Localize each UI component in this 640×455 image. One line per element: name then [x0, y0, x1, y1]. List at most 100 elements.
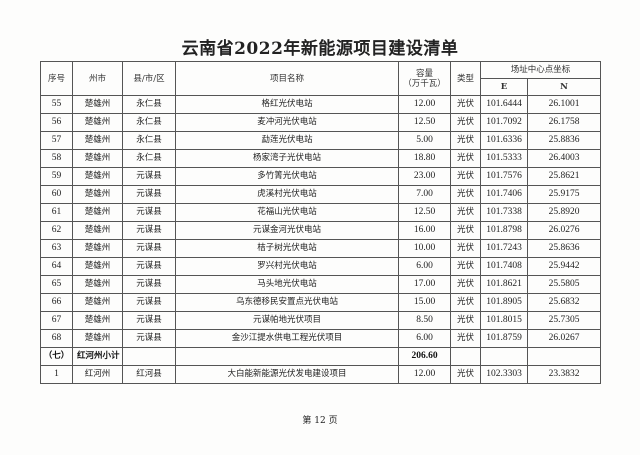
empty-cell — [175, 347, 399, 366]
empty-cell — [526, 347, 602, 366]
table-row: 68 楚雄州 元谋县 金沙江提水供电工程光伏项目 6.00 光伏 101.8759 26.02… — [40, 329, 602, 348]
cell-seq: 58 — [40, 149, 73, 168]
header-e: E — [480, 78, 528, 96]
cell-seq: 56 — [40, 113, 73, 132]
header-type: 类型 — [450, 61, 481, 96]
cell-e: 101.5333 — [480, 149, 528, 168]
cell-n: 23.3832 — [526, 365, 602, 384]
cell-county: 元谋县 — [122, 167, 176, 186]
cell-cap: 12.50 — [398, 203, 451, 222]
cell-n: 25.8920 — [526, 203, 602, 222]
table-row: 61 楚雄州 元谋县 花福山光伏电站 12.50 光伏 101.7338 25.8920 — [40, 203, 602, 222]
cell-e: 102.3303 — [480, 365, 528, 384]
header-coords: 场址中心点坐标 — [479, 61, 602, 79]
cell-cap: 12.00 — [398, 365, 451, 384]
cell-n: 26.1001 — [526, 95, 602, 114]
cell-n: 26.4003 — [526, 149, 602, 168]
cell-pref: 楚雄州 — [72, 185, 123, 204]
cell-county: 元谋县 — [122, 311, 176, 330]
table-row: 60 楚雄州 元谋县 虎溪村光伏电站 7.00 光伏 101.7406 25.9175 — [40, 185, 602, 204]
cell-county: 元谋县 — [122, 257, 176, 276]
cell-name: 大白能新能源光伏发电建设项目 — [175, 365, 399, 384]
header-row: 序号 州市 县/市/区 项目名称 容量 （万千瓦） 类型 场址中心点坐标 — [40, 61, 602, 96]
cell-e: 101.8015 — [480, 311, 528, 330]
cell-n: 25.9442 — [526, 257, 602, 276]
table-row: 58 楚雄州 永仁县 杨家湾子光伏电站 18.80 光伏 101.5333 26.4003 — [40, 149, 602, 168]
cell-n: 25.8621 — [526, 167, 602, 186]
cell-cap: 23.00 — [398, 167, 451, 186]
cell-seq: 68 — [40, 329, 73, 348]
table-row: 65 楚雄州 元谋县 马头地光伏电站 17.00 光伏 101.8621 25.5805 — [40, 275, 602, 294]
cell-cap: 16.00 — [398, 221, 451, 240]
table-row: 62 楚雄州 元谋县 元谋金河光伏电站 16.00 光伏 101.8798 26.0276 — [40, 221, 602, 240]
cell-county: 元谋县 — [122, 329, 176, 348]
cell-county: 红河县 — [122, 365, 176, 384]
cell-pref: 楚雄州 — [72, 293, 123, 312]
cell-e: 101.7338 — [480, 203, 528, 222]
cell-seq: 57 — [40, 131, 73, 150]
cell-type: 光伏 — [450, 239, 481, 258]
cell-n: 25.7305 — [526, 311, 602, 330]
cell-e: 101.7406 — [480, 185, 528, 204]
cell-e: 101.8621 — [480, 275, 528, 294]
cell-type: 光伏 — [450, 149, 481, 168]
cell-n: 25.5805 — [526, 275, 602, 294]
empty-cell — [122, 347, 176, 366]
cell-county: 元谋县 — [122, 293, 176, 312]
cell-e: 101.8759 — [480, 329, 528, 348]
cell-e: 101.7092 — [480, 113, 528, 132]
subtotal-cap: 206.60 — [398, 347, 451, 366]
cell-type: 光伏 — [450, 203, 481, 222]
cell-e: 101.7408 — [480, 257, 528, 276]
table-row: 55 楚雄州 永仁县 格红光伏电站 12.00 光伏 101.6444 26.1001 — [40, 95, 602, 114]
cell-seq: 59 — [40, 167, 73, 186]
header-capacity: 容量 （万千瓦） — [398, 61, 451, 96]
cell-cap: 18.80 — [398, 149, 451, 168]
header-row-2: E N — [41, 78, 602, 96]
header-project: 项目名称 — [175, 61, 399, 96]
cell-name: 元谋金河光伏电站 — [175, 221, 399, 240]
cell-type: 光伏 — [450, 329, 481, 348]
cell-pref: 楚雄州 — [72, 221, 123, 240]
cell-county: 元谋县 — [122, 203, 176, 222]
empty-cell — [480, 347, 528, 366]
cell-name: 罗兴村光伏电站 — [175, 257, 399, 276]
header-n: N — [526, 78, 602, 96]
cell-seq: 62 — [40, 221, 73, 240]
cell-type: 光伏 — [450, 131, 481, 150]
cell-name: 马头地光伏电站 — [175, 275, 399, 294]
table-row: 67 楚雄州 元谋县 元谋帕地光伏项目 8.50 光伏 101.8015 25.7305 — [40, 311, 602, 330]
cell-n: 25.8836 — [526, 131, 602, 150]
cell-name: 虎溪村光伏电站 — [175, 185, 399, 204]
cell-seq: 67 — [40, 311, 73, 330]
table-row: 1 红河州 红河县 大白能新能源光伏发电建设项目 12.00 光伏 102.3303 23.3… — [40, 365, 602, 384]
cell-type: 光伏 — [450, 311, 481, 330]
cell-county: 永仁县 — [122, 131, 176, 150]
cell-name: 花福山光伏电站 — [175, 203, 399, 222]
cell-n: 26.0267 — [526, 329, 602, 348]
capacity-unit: （万千瓦） — [403, 78, 446, 89]
cell-name: 勐莲光伏电站 — [175, 131, 399, 150]
cell-n: 26.0276 — [526, 221, 602, 240]
cell-seq: 63 — [40, 239, 73, 258]
cell-n: 25.8636 — [526, 239, 602, 258]
cell-type: 光伏 — [450, 167, 481, 186]
project-table: 序号 州市 县/市/区 项目名称 容量 （万千瓦） 类型 场址中心点坐标 E N … — [40, 61, 602, 384]
cell-type: 光伏 — [450, 365, 481, 384]
cell-county: 元谋县 — [122, 275, 176, 294]
cell-seq: 55 — [40, 95, 73, 114]
cell-e: 101.8798 — [480, 221, 528, 240]
subtotal-row: （七） 红河州小计 206.60 — [40, 347, 602, 366]
capacity-label: 容量 — [415, 68, 433, 79]
table-row: 63 楚雄州 元谋县 桔子树光伏电站 10.00 光伏 101.7243 25.8636 — [40, 239, 602, 258]
cell-name: 元谋帕地光伏项目 — [175, 311, 399, 330]
cell-pref: 楚雄州 — [72, 203, 123, 222]
cell-pref: 楚雄州 — [72, 257, 123, 276]
header-prefecture: 州市 — [72, 61, 123, 96]
table-row: 56 楚雄州 永仁县 麦冲河光伏电站 12.50 光伏 101.7092 26.1758 — [40, 113, 602, 132]
header-seq: 序号 — [40, 61, 73, 96]
cell-county: 永仁县 — [122, 113, 176, 132]
cell-seq: 66 — [40, 293, 73, 312]
page-title: 云南省2022年新能源项目建设清单 — [181, 39, 459, 59]
cell-pref: 楚雄州 — [72, 167, 123, 186]
